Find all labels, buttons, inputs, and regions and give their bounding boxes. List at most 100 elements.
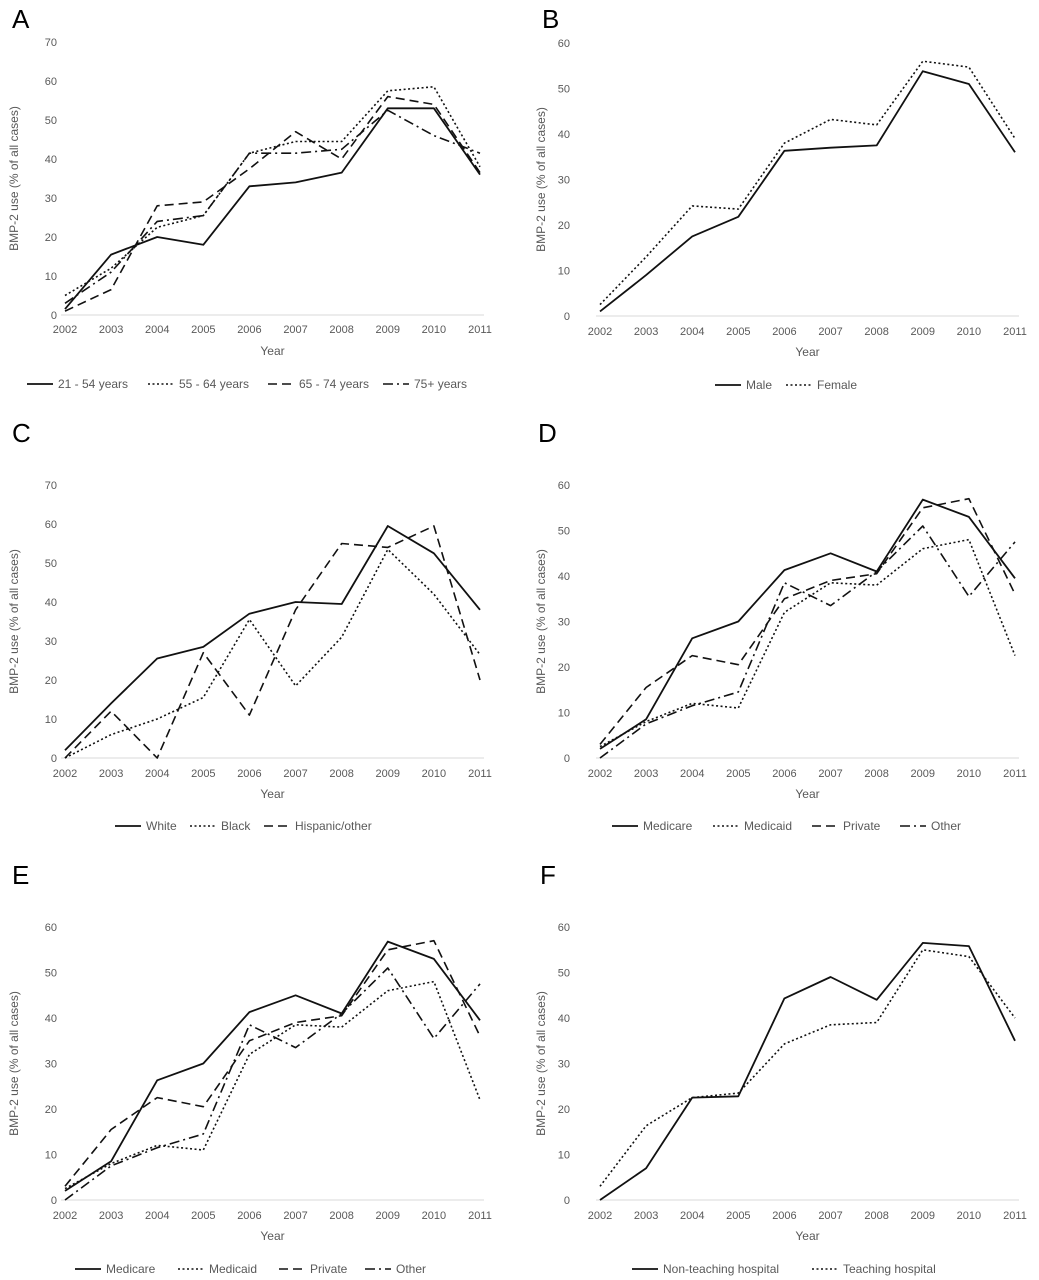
- y-axis-title: BMP-2 use (% of all cases): [7, 106, 21, 251]
- x-tick-label: 2010: [422, 768, 446, 780]
- x-tick-label: 2008: [329, 324, 353, 336]
- x-tick-label: 2008: [864, 1210, 888, 1222]
- x-tick-label: 2004: [145, 768, 169, 780]
- y-tick-label: 40: [45, 1013, 57, 1025]
- x-tick-label: 2003: [99, 324, 123, 336]
- legend-label: Private: [843, 819, 881, 833]
- series-line-75-years: [64, 109, 481, 304]
- x-tick-label: 2007: [818, 326, 842, 338]
- x-tick-label: 2007: [818, 768, 842, 780]
- chart-panel-d: D 0 10 20 30 40 50 60 2002 2003 2004 2005 2006 2007 20…: [534, 418, 1027, 833]
- y-tick-label: 20: [558, 220, 570, 232]
- y-tick-label: 10: [558, 266, 570, 278]
- x-tick-label: 2009: [376, 1210, 400, 1222]
- series-line-private: [599, 497, 1016, 745]
- panel-letter: E: [12, 860, 29, 890]
- x-tick-label: 2006: [237, 768, 261, 780]
- y-tick-label: 20: [558, 662, 570, 674]
- y-tick-label: 50: [45, 968, 57, 980]
- y-axis-title: BMP-2 use (% of all cases): [7, 549, 21, 694]
- x-tick-label: 2010: [422, 324, 446, 336]
- y-axis-title: BMP-2 use (% of all cases): [534, 549, 548, 694]
- series-line-white: [64, 525, 481, 751]
- y-tick-label: 30: [558, 175, 570, 187]
- legend-label: Medicaid: [744, 819, 792, 833]
- y-tick-label: 30: [45, 193, 57, 205]
- y-tick-label: 40: [558, 129, 570, 141]
- y-tick-label: 30: [45, 636, 57, 648]
- y-tick-label: 50: [558, 968, 570, 980]
- legend-label: 75+ years: [414, 377, 467, 391]
- panel-letter: A: [12, 4, 30, 34]
- x-tick-label: 2010: [422, 1210, 446, 1222]
- x-tick-label: 2003: [634, 768, 658, 780]
- x-tick-label: 2006: [772, 1210, 796, 1222]
- x-axis-title: Year: [260, 344, 284, 358]
- x-tick-label: 2005: [726, 1210, 750, 1222]
- x-tick-label: 2003: [99, 1210, 123, 1222]
- legend-label: Medicaid: [209, 1262, 257, 1276]
- legend-label: Non-teaching hospital: [663, 1262, 779, 1276]
- series-line-male: [599, 70, 1016, 313]
- y-tick-label: 10: [558, 1150, 570, 1162]
- y-tick-label: 50: [45, 115, 57, 127]
- x-tick-label: 2007: [818, 1210, 842, 1222]
- x-tick-label: 2006: [772, 768, 796, 780]
- legend-label: Other: [931, 819, 961, 833]
- y-tick-label: 50: [558, 526, 570, 538]
- series-line-private: [64, 939, 481, 1187]
- y-tick-label: 40: [45, 597, 57, 609]
- y-tick-label: 0: [564, 1195, 570, 1207]
- x-tick-label: 2004: [680, 768, 704, 780]
- x-tick-label: 2009: [911, 1210, 935, 1222]
- x-tick-label: 2011: [1003, 1210, 1027, 1222]
- legend-label: Black: [221, 819, 251, 833]
- y-tick-label: 20: [45, 232, 57, 244]
- x-tick-label: 2008: [864, 768, 888, 780]
- x-tick-label: 2006: [237, 324, 261, 336]
- x-tick-label: 2009: [376, 768, 400, 780]
- x-axis-title: Year: [795, 345, 819, 359]
- y-tick-label: 40: [558, 1013, 570, 1025]
- y-tick-label: 40: [45, 154, 57, 166]
- y-tick-label: 60: [558, 480, 570, 492]
- series-line-65-74-years: [64, 95, 481, 312]
- x-tick-label: 2004: [145, 1210, 169, 1222]
- x-tick-label: 2011: [468, 1210, 492, 1222]
- y-tick-label: 20: [558, 1104, 570, 1116]
- x-tick-label: 2008: [864, 326, 888, 338]
- legend-label: 65 - 74 years: [299, 377, 369, 391]
- x-tick-label: 2005: [191, 768, 215, 780]
- x-axis-title: Year: [795, 787, 819, 801]
- x-axis-title: Year: [260, 787, 284, 801]
- x-tick-label: 2003: [99, 768, 123, 780]
- y-tick-label: 10: [45, 1150, 57, 1162]
- series-line-female: [599, 60, 1016, 306]
- y-tick-label: 50: [45, 558, 57, 570]
- y-tick-label: 10: [45, 271, 57, 283]
- x-tick-label: 2003: [634, 1210, 658, 1222]
- panel-letter: D: [538, 418, 557, 448]
- x-tick-label: 2006: [772, 326, 796, 338]
- series-line-hispanic-other: [64, 525, 481, 759]
- x-tick-label: 2011: [1003, 326, 1027, 338]
- y-tick-label: 10: [558, 708, 570, 720]
- x-tick-label: 2004: [680, 326, 704, 338]
- x-tick-label: 2002: [588, 1210, 612, 1222]
- y-axis-title: BMP-2 use (% of all cases): [534, 107, 548, 252]
- x-tick-label: 2002: [588, 768, 612, 780]
- y-tick-label: 10: [45, 714, 57, 726]
- y-tick-label: 0: [564, 311, 570, 323]
- x-tick-label: 2002: [588, 326, 612, 338]
- chart-panel-f: F 0 10 20 30 40 50 60 2002 2003 2004 2005 2006 2007 20…: [534, 860, 1027, 1276]
- y-tick-label: 60: [558, 922, 570, 934]
- legend-label: 21 - 54 years: [58, 377, 128, 391]
- y-axis-title: BMP-2 use (% of all cases): [534, 991, 548, 1136]
- x-tick-label: 2007: [283, 768, 307, 780]
- x-tick-label: 2002: [53, 1210, 77, 1222]
- x-tick-label: 2005: [726, 326, 750, 338]
- panel-letter: C: [12, 418, 31, 448]
- x-tick-label: 2002: [53, 768, 77, 780]
- x-tick-label: 2004: [680, 1210, 704, 1222]
- x-tick-label: 2005: [191, 324, 215, 336]
